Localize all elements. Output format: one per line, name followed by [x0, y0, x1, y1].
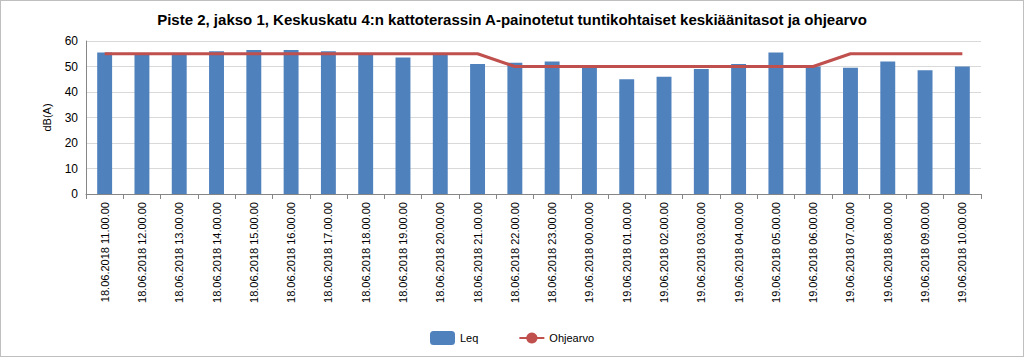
svg-text:19.06.2018 04.00.00: 19.06.2018 04.00.00	[733, 202, 745, 303]
svg-text:40: 40	[65, 85, 79, 99]
svg-text:60: 60	[65, 34, 79, 48]
svg-text:18.06.2018 22.00.00: 18.06.2018 22.00.00	[509, 202, 521, 303]
svg-text:19.06.2018 00.00.00: 19.06.2018 00.00.00	[583, 202, 595, 303]
svg-text:30: 30	[65, 111, 79, 125]
svg-text:50: 50	[65, 60, 79, 74]
svg-text:19.06.2018 10.00.00: 19.06.2018 10.00.00	[956, 202, 968, 303]
svg-text:19.06.2018 05.00.00: 19.06.2018 05.00.00	[770, 202, 782, 303]
svg-text:19.06.2018 02.00.00: 19.06.2018 02.00.00	[658, 202, 670, 303]
svg-text:0: 0	[71, 187, 78, 201]
svg-text:Leq: Leq	[460, 332, 478, 344]
svg-text:18.06.2018 13.00.00: 18.06.2018 13.00.00	[173, 202, 185, 303]
svg-text:18.06.2018 20.00.00: 18.06.2018 20.00.00	[434, 202, 446, 303]
svg-text:19.06.2018 09.00.00: 19.06.2018 09.00.00	[919, 202, 931, 303]
svg-text:18.06.2018 23.00.00: 18.06.2018 23.00.00	[546, 202, 558, 303]
svg-text:18.06.2018 18.00.00: 18.06.2018 18.00.00	[360, 202, 372, 303]
svg-text:18.06.2018 14.00.00: 18.06.2018 14.00.00	[211, 202, 223, 303]
svg-text:Ohjearvo: Ohjearvo	[549, 332, 594, 344]
svg-text:18.06.2018 19.00.00: 18.06.2018 19.00.00	[397, 202, 409, 303]
svg-text:18.06.2018 17.00.00: 18.06.2018 17.00.00	[322, 202, 334, 303]
svg-text:18.06.2018 16.00.00: 18.06.2018 16.00.00	[285, 202, 297, 303]
svg-text:19.06.2018 01.00.00: 19.06.2018 01.00.00	[621, 202, 633, 303]
svg-text:19.06.2018 08.00.00: 19.06.2018 08.00.00	[882, 202, 894, 303]
svg-text:19.06.2018 07.00.00: 19.06.2018 07.00.00	[844, 202, 856, 303]
svg-text:18.06.2018 12.00.00: 18.06.2018 12.00.00	[136, 202, 148, 303]
svg-text:20: 20	[65, 136, 79, 150]
svg-text:19.06.2018 03.00.00: 19.06.2018 03.00.00	[695, 202, 707, 303]
svg-text:10: 10	[65, 162, 79, 176]
svg-text:Piste 2, jakso 1, Keskuskatu 4: Piste 2, jakso 1, Keskuskatu 4:n kattote…	[157, 11, 867, 28]
svg-text:18.06.2018 15.00.00: 18.06.2018 15.00.00	[248, 202, 260, 303]
svg-text:dB(A): dB(A)	[41, 103, 53, 131]
svg-text:18.06.2018 11.00.00: 18.06.2018 11.00.00	[99, 202, 111, 302]
svg-text:19.06.2018 06.00.00: 19.06.2018 06.00.00	[807, 202, 819, 303]
svg-text:18.06.2018 21.00.00: 18.06.2018 21.00.00	[472, 202, 484, 303]
